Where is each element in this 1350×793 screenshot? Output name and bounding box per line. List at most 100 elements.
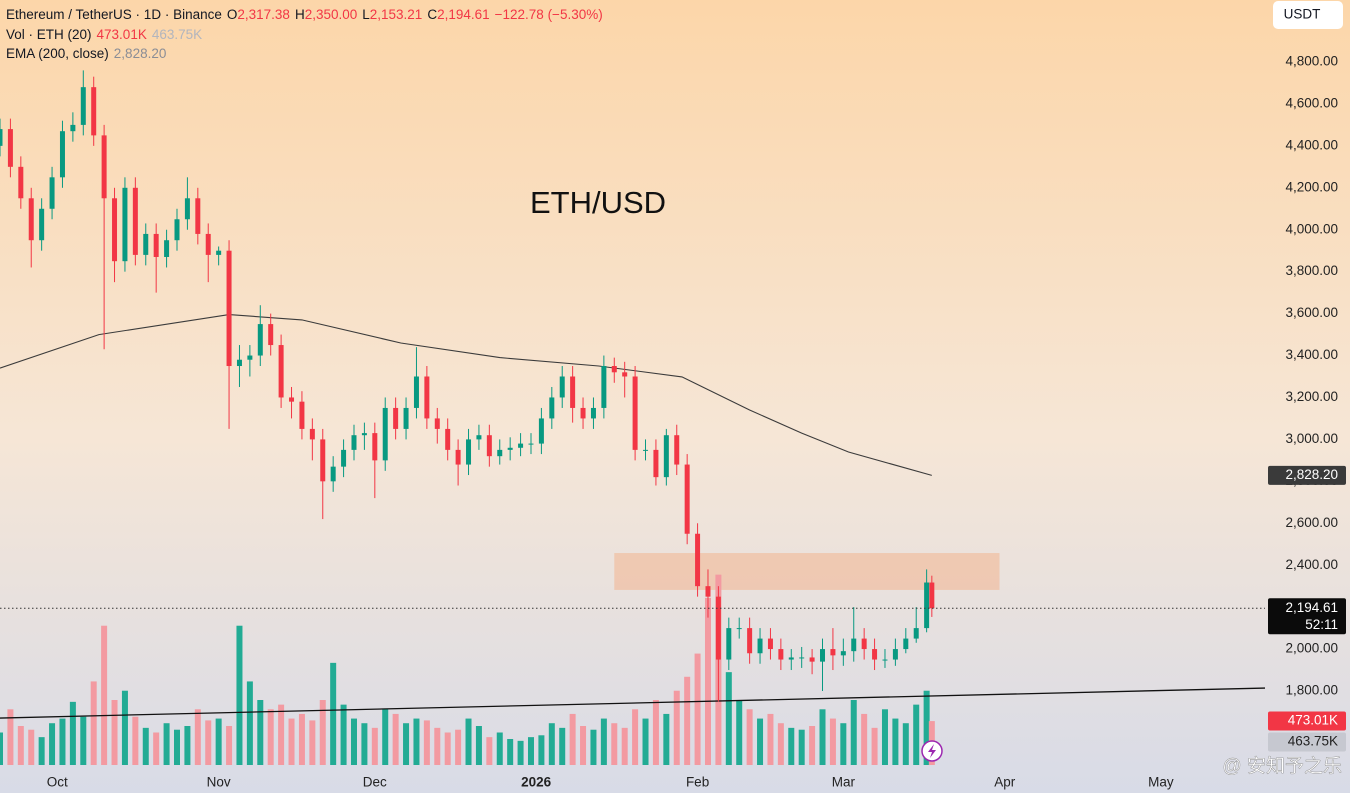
volume-bar	[881, 709, 888, 765]
price-tag-bg	[1268, 598, 1346, 635]
symbol: Ethereum / TetherUS · 1D · Binance	[6, 7, 222, 22]
legend-row: Vol · ETH (20) 473.01K 463.75K	[6, 25, 608, 45]
volume-bar	[819, 709, 826, 765]
candle-body	[112, 198, 118, 262]
y-tick-label: 4,400.00	[1285, 137, 1338, 152]
volume-bar	[434, 727, 441, 765]
candle-body	[601, 366, 607, 408]
candle-body	[403, 407, 409, 429]
ohlc-key: L	[362, 7, 370, 22]
volume-bar	[69, 701, 76, 765]
candle-body	[236, 359, 242, 367]
volume-bar	[28, 729, 35, 765]
volume-bar	[413, 718, 420, 765]
candle-body	[611, 366, 617, 373]
candle-body	[320, 439, 326, 482]
volume-bar	[663, 713, 670, 765]
volume-bar	[80, 716, 87, 765]
candle-body	[830, 649, 836, 656]
volume-bar	[403, 723, 410, 765]
volume-bar	[538, 735, 545, 765]
x-tick-label: 2026	[521, 775, 552, 790]
candle-body	[653, 449, 659, 478]
candle-body	[247, 355, 253, 360]
candle-body	[507, 447, 513, 450]
alert-bolt	[928, 744, 936, 758]
chart-legend: Ethereum / TetherUS · 1D · Binance O2,317…	[6, 5, 608, 64]
candle-body	[299, 401, 305, 429]
candle-body	[174, 219, 180, 241]
volume-bar	[809, 726, 816, 765]
candle-body	[767, 638, 773, 650]
volume-bar	[371, 727, 378, 765]
volume-bar	[0, 732, 3, 765]
candle-body	[351, 435, 357, 450]
volume-ma-tag-bg	[1268, 732, 1346, 752]
volume-bar	[163, 723, 170, 765]
candle-body	[309, 428, 315, 440]
volume-bar	[340, 704, 347, 765]
y-tick-label: 4,200.00	[1285, 179, 1338, 194]
ema-line	[0, 314, 932, 476]
ema-title: EMA (200, close)	[6, 46, 109, 61]
candle-body	[341, 449, 347, 467]
candle-body	[726, 628, 732, 660]
ohlc-key: C	[427, 7, 438, 22]
x-tick-label: May	[1148, 775, 1174, 790]
volume-bar	[90, 681, 97, 765]
volume-bar	[746, 709, 753, 765]
candle-body	[913, 628, 919, 639]
change: −122.78 (−5.30%)	[494, 7, 603, 22]
volume-bar	[902, 723, 909, 765]
y-tick-label: 2,400.00	[1285, 557, 1338, 572]
volume-bar	[777, 723, 784, 765]
volume-bar	[684, 676, 691, 765]
volume-bar	[423, 720, 430, 765]
ema-value: 2,828.20	[113, 46, 167, 61]
candle-body	[59, 131, 65, 178]
candle-body	[39, 208, 45, 241]
volume-bar	[923, 690, 930, 765]
candle-body	[580, 407, 586, 419]
candle-body	[684, 464, 690, 534]
ema-tag-bg	[1268, 465, 1346, 485]
candle-body	[903, 638, 909, 650]
volume-bar	[173, 729, 180, 765]
volume-bar	[236, 625, 243, 765]
candle-body	[205, 233, 211, 255]
candle-body	[643, 449, 649, 451]
currency-button[interactable]: USDT	[1284, 7, 1321, 22]
volume-bar	[517, 740, 524, 765]
candle-body	[695, 533, 701, 587]
y-tick-label: 3,200.00	[1285, 389, 1338, 404]
candle-body	[674, 435, 680, 465]
volume-bar	[559, 727, 566, 765]
candle-body	[257, 324, 263, 356]
volume-bar	[704, 597, 711, 765]
volume-bar	[455, 729, 462, 765]
volume-bar	[382, 709, 389, 765]
volume-bar	[49, 723, 56, 765]
trendline	[0, 687, 1266, 719]
candle-body	[143, 233, 149, 255]
currency-button-bg[interactable]	[1273, 1, 1343, 29]
volume-bar	[757, 718, 764, 765]
legend-row: EMA (200, close) 2,828.20	[6, 44, 608, 64]
annotation: ETH/USD	[530, 185, 666, 220]
volume-bar	[861, 713, 868, 765]
candle-body	[330, 466, 336, 482]
candle-body	[278, 345, 284, 398]
volume-bar	[527, 737, 534, 765]
candle-body	[736, 628, 742, 630]
ohlc-value: 2,350.00	[304, 7, 358, 22]
volume-bar	[548, 723, 555, 765]
candle-body	[164, 240, 170, 257]
candle-body	[122, 187, 128, 262]
y-tick-label: 3,800.00	[1285, 263, 1338, 278]
volume-bar	[652, 700, 659, 765]
candle-body	[840, 651, 846, 656]
volume-bar	[361, 723, 368, 765]
